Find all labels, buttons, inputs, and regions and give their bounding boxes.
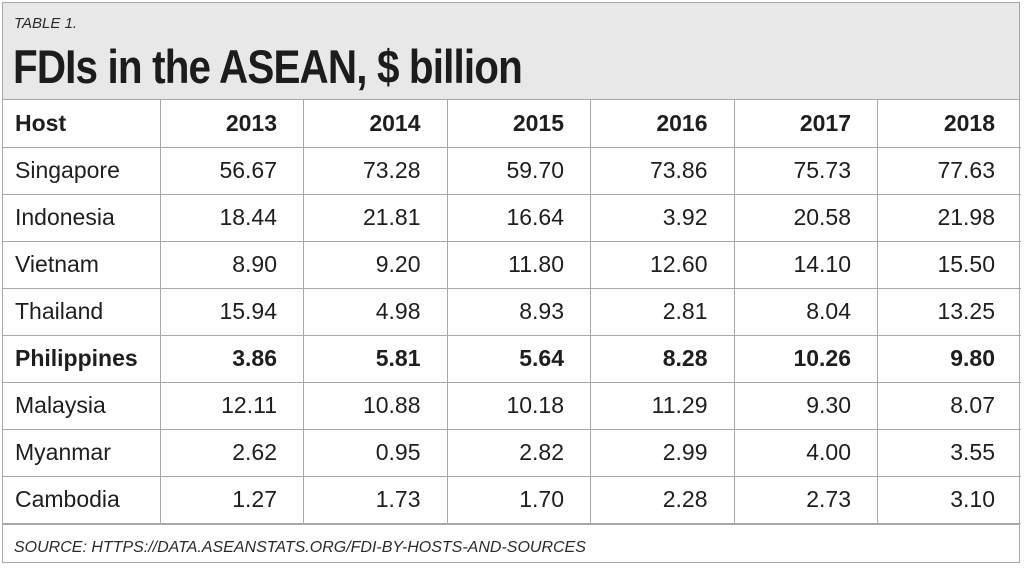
value-cell: 1.70 xyxy=(446,475,591,524)
column-header-2018: 2018 xyxy=(877,100,1021,148)
table-row: Malaysia 12.11 10.88 10.18 11.29 9.30 8.07 xyxy=(3,381,1021,430)
fdi-table: Host 2013 2014 2015 2016 2017 2018 Singa… xyxy=(3,100,1021,524)
value-cell: 8.07 xyxy=(877,381,1021,430)
value-cell: 16.64 xyxy=(446,193,591,242)
value-cell: 11.29 xyxy=(590,381,735,430)
value-cell: 0.95 xyxy=(303,428,448,477)
value-cell: 2.82 xyxy=(446,428,591,477)
value-cell: 3.10 xyxy=(877,475,1021,524)
value-cell: 2.28 xyxy=(590,475,735,524)
value-cell: 2.73 xyxy=(733,475,878,524)
table-title: FDIs in the ASEAN, $ billion xyxy=(13,40,523,93)
value-cell: 8.04 xyxy=(733,287,878,336)
value-cell: 12.60 xyxy=(590,240,735,289)
value-cell: 10.18 xyxy=(446,381,591,430)
value-cell: 15.50 xyxy=(877,240,1021,289)
host-cell: Philippines xyxy=(3,334,161,383)
value-cell: 2.62 xyxy=(159,428,304,477)
value-cell: 20.58 xyxy=(733,193,878,242)
value-cell: 15.94 xyxy=(159,287,304,336)
value-cell: 11.80 xyxy=(446,240,591,289)
host-cell: Indonesia xyxy=(3,193,161,242)
table-card: TABLE 1. FDIs in the ASEAN, $ billion Ho… xyxy=(2,2,1021,563)
value-cell: 56.67 xyxy=(159,147,304,195)
table-row: Indonesia 18.44 21.81 16.64 3.92 20.58 21.98 xyxy=(3,193,1021,242)
value-cell: 5.64 xyxy=(446,334,591,383)
table-kicker: TABLE 1. xyxy=(14,15,78,32)
value-cell: 3.92 xyxy=(590,193,735,242)
host-cell: Malaysia xyxy=(3,381,161,430)
value-cell: 3.86 xyxy=(159,334,304,383)
value-cell: 73.28 xyxy=(303,147,448,195)
value-cell: 8.90 xyxy=(159,240,304,289)
value-cell: 21.81 xyxy=(303,193,448,242)
column-header-host: Host xyxy=(3,100,161,148)
source-note: SOURCE: HTTPS://DATA.ASEANSTATS.ORG/FDI-… xyxy=(3,523,1019,570)
host-cell: Cambodia xyxy=(3,475,161,524)
value-cell: 2.99 xyxy=(590,428,735,477)
column-header-2016: 2016 xyxy=(590,100,735,148)
column-header-2017: 2017 xyxy=(733,100,878,148)
host-cell: Singapore xyxy=(3,147,161,195)
column-header-2015: 2015 xyxy=(446,100,591,148)
value-cell: 14.10 xyxy=(733,240,878,289)
value-cell: 18.44 xyxy=(159,193,304,242)
value-cell: 9.20 xyxy=(303,240,448,289)
value-cell: 3.55 xyxy=(877,428,1021,477)
host-cell: Thailand xyxy=(3,287,161,336)
value-cell: 9.80 xyxy=(877,334,1021,383)
table-header: TABLE 1. FDIs in the ASEAN, $ billion xyxy=(3,3,1019,100)
value-cell: 1.73 xyxy=(303,475,448,524)
value-cell: 10.88 xyxy=(303,381,448,430)
column-header-row: Host 2013 2014 2015 2016 2017 2018 xyxy=(3,100,1021,148)
value-cell: 1.27 xyxy=(159,475,304,524)
table-row: Philippines 3.86 5.81 5.64 8.28 10.26 9.80 xyxy=(3,334,1021,383)
value-cell: 2.81 xyxy=(590,287,735,336)
table-row: Cambodia 1.27 1.73 1.70 2.28 2.73 3.10 xyxy=(3,475,1021,524)
value-cell: 77.63 xyxy=(877,147,1021,195)
column-header-2014: 2014 xyxy=(303,100,448,148)
value-cell: 12.11 xyxy=(159,381,304,430)
value-cell: 75.73 xyxy=(733,147,878,195)
value-cell: 5.81 xyxy=(303,334,448,383)
table-row: Myanmar 2.62 0.95 2.82 2.99 4.00 3.55 xyxy=(3,428,1021,477)
value-cell: 10.26 xyxy=(733,334,878,383)
table-row: Singapore 56.67 73.28 59.70 73.86 75.73 77.63 xyxy=(3,147,1021,195)
host-cell: Vietnam xyxy=(3,240,161,289)
value-cell: 8.93 xyxy=(446,287,591,336)
table-body: Singapore 56.67 73.28 59.70 73.86 75.73 77.63 I… xyxy=(3,147,1021,524)
value-cell: 9.30 xyxy=(733,381,878,430)
value-cell: 21.98 xyxy=(877,193,1021,242)
value-cell: 59.70 xyxy=(446,147,591,195)
value-cell: 4.98 xyxy=(303,287,448,336)
column-header-2013: 2013 xyxy=(159,100,304,148)
value-cell: 4.00 xyxy=(733,428,878,477)
table-row: Thailand 15.94 4.98 8.93 2.81 8.04 13.25 xyxy=(3,287,1021,336)
value-cell: 73.86 xyxy=(590,147,735,195)
value-cell: 13.25 xyxy=(877,287,1021,336)
table-row: Vietnam 8.90 9.20 11.80 12.60 14.10 15.50 xyxy=(3,240,1021,289)
value-cell: 8.28 xyxy=(590,334,735,383)
host-cell: Myanmar xyxy=(3,428,161,477)
